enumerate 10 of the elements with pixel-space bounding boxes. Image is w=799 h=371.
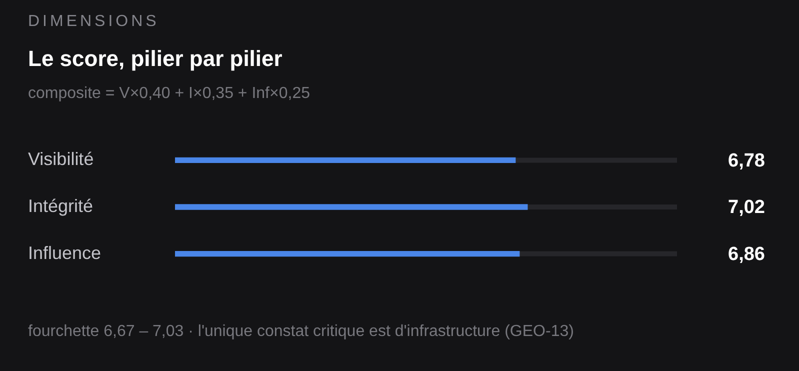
y-tick-label: Visibilité <box>28 149 94 170</box>
y-tick-label: Influence <box>28 242 102 263</box>
text: fourchette 6,67 – 7,03 · l'unique constat critique est d'infrastructure (GEO-13) <box>28 323 574 341</box>
chart-title: Le score, pilier par pilier <box>28 46 282 72</box>
text: DIMENSIONS <box>28 13 160 31</box>
data-label: 6,78 <box>728 150 765 172</box>
y-tick-label: Intégrité <box>28 196 94 216</box>
chart-subtitle: composite = V×0,40 + I×0,35 + Inf×0,25 <box>28 85 310 103</box>
data-label: 6,86 <box>728 244 765 266</box>
data-label: 7,02 <box>728 197 765 218</box>
